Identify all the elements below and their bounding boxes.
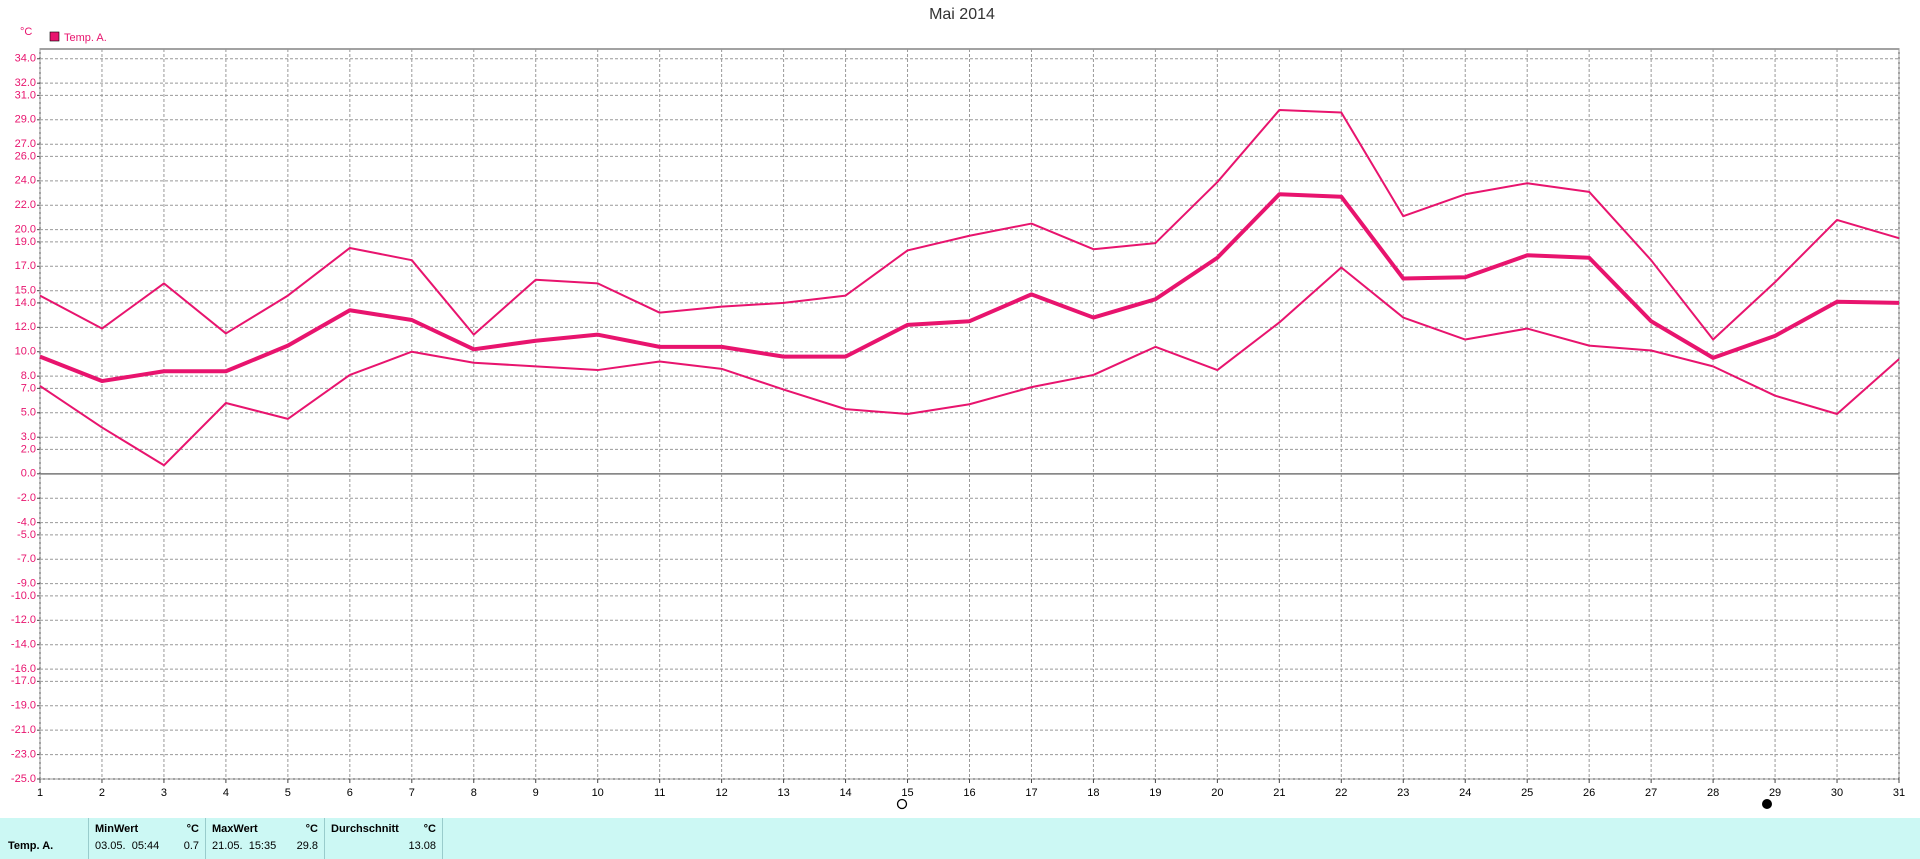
x-tick-label: 24	[1459, 787, 1471, 799]
y-tick-label: 2.0	[21, 443, 36, 455]
header: MaxWert	[212, 823, 258, 835]
unit: °C	[423, 823, 436, 835]
header: MinWert	[95, 823, 139, 835]
x-tick-label: 20	[1211, 787, 1223, 799]
x-tick-label: 23	[1397, 787, 1409, 799]
x-tick-label: 8	[471, 787, 477, 799]
chart-title: Mai 2014	[929, 6, 995, 23]
y-tick-label: 32.0	[15, 77, 36, 89]
x-tick-label: 16	[963, 787, 975, 799]
y-tick-label: -23.0	[11, 748, 36, 760]
y-tick-label: -21.0	[11, 724, 36, 736]
series-line	[39, 192, 1900, 384]
header: Durchschnitt	[331, 823, 399, 835]
value: 0.7	[183, 840, 199, 852]
x-tick-label: 4	[223, 787, 229, 799]
x-tick-label: 27	[1645, 787, 1657, 799]
chart: Mai 2014 °C Temp. A. 34.032.031.029.027.…	[11, 6, 1905, 810]
stats-bar: Temp. A. MinWert °C 03.05. 05:44 0.7 Max…	[0, 818, 1920, 859]
y-tick-label: 7.0	[21, 382, 36, 394]
row-label: Temp. A.	[8, 840, 54, 852]
unit: °C	[305, 823, 318, 835]
x-tick-label: 12	[716, 787, 728, 799]
x-tick-label: 28	[1707, 787, 1719, 799]
y-tick-label: 26.0	[15, 150, 36, 162]
x-tick-label: 19	[1149, 787, 1161, 799]
x-tick-label: 26	[1583, 787, 1595, 799]
y-tick-label: -19.0	[11, 700, 36, 712]
value: 13.08	[408, 840, 436, 852]
legend-label: Temp. A.	[64, 32, 107, 44]
x-tick-label: 11	[654, 787, 665, 799]
avg-cell: Durchschnitt °C 13.08	[324, 818, 443, 859]
y-tick-label: -10.0	[11, 590, 36, 602]
marker-open	[896, 798, 908, 810]
y-unit: °C	[20, 26, 32, 38]
y-tick-label: 34.0	[15, 53, 36, 65]
y-tick-label: 22.0	[15, 199, 36, 211]
x-tick-label: 7	[409, 787, 415, 799]
x-tick-label: 22	[1335, 787, 1347, 799]
y-tick-label: -25.0	[11, 773, 36, 785]
y-tick-label: 5.0	[21, 407, 36, 419]
x-tick-label: 31	[1893, 787, 1905, 799]
max-cell: MaxWert °C 21.05. 15:35 29.8	[205, 818, 324, 859]
x-tick-label: 14	[839, 787, 851, 799]
y-tick-label: -2.0	[17, 492, 36, 504]
y-tick-label: -7.0	[17, 553, 36, 565]
y-tick-label: -5.0	[17, 529, 36, 541]
y-tick-label: 24.0	[15, 175, 36, 187]
x-tick-label: 25	[1521, 787, 1533, 799]
series-line	[39, 109, 1900, 341]
x-tick-label: 15	[901, 787, 913, 799]
y-tick-label: 8.0	[21, 370, 36, 382]
y-tick-label: -9.0	[17, 578, 36, 590]
x-tick-label: 5	[285, 787, 291, 799]
y-tick-label: -4.0	[17, 517, 36, 529]
y-tick-label: 27.0	[15, 138, 36, 150]
y-tick-label: -12.0	[11, 614, 36, 626]
y-tick-label: 17.0	[15, 260, 36, 272]
x-tick-label: 21	[1273, 787, 1285, 799]
y-tick-label: 29.0	[15, 114, 36, 126]
x-tick-label: 13	[777, 787, 789, 799]
x-tick-label: 10	[592, 787, 604, 799]
x-tick-label: 29	[1769, 787, 1781, 799]
x-tick-label: 30	[1831, 787, 1843, 799]
y-tick-label: 14.0	[15, 297, 36, 309]
y-tick-label: -16.0	[11, 663, 36, 675]
min-cell: MinWert °C 03.05. 05:44 0.7	[88, 818, 205, 859]
y-tick-label: 10.0	[15, 346, 36, 358]
x-tick-label: 1	[37, 787, 43, 799]
series-line	[39, 266, 1900, 467]
value: 29.8	[296, 840, 318, 852]
y-tick-label: 31.0	[15, 89, 36, 101]
y-tick-label: 15.0	[15, 285, 36, 297]
y-tick-label: 0.0	[21, 468, 36, 480]
x-tick-label: 17	[1025, 787, 1037, 799]
marker-filled	[1762, 799, 1772, 809]
time: 03.05. 05:44	[95, 840, 160, 852]
x-tick-label: 2	[99, 787, 105, 799]
y-tick-label: -17.0	[11, 675, 36, 687]
x-tick-label: 18	[1087, 787, 1099, 799]
x-tick-label: 6	[347, 787, 353, 799]
y-tick-label: 3.0	[21, 431, 36, 443]
time: 21.05. 15:35	[212, 840, 277, 852]
y-tick-label: 19.0	[15, 236, 36, 248]
x-tick-label: 9	[533, 787, 539, 799]
y-tick-label: 12.0	[15, 321, 36, 333]
y-tick-label: 20.0	[15, 224, 36, 236]
unit: °C	[186, 823, 199, 835]
y-tick-label: -14.0	[11, 639, 36, 651]
legend-swatch	[49, 31, 60, 42]
x-tick-label: 3	[161, 787, 167, 799]
